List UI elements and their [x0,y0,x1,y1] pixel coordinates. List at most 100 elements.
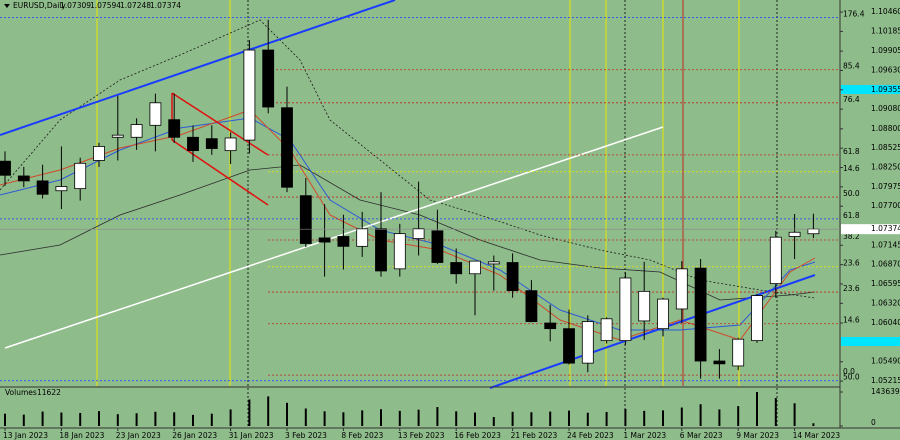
candle-body [581,321,594,364]
y-tick-label: 1.09355 [871,85,900,94]
volume-tick-label: 0 [871,418,876,427]
candle-body [0,160,11,176]
volume-tick-label: 143639 [871,387,900,396]
y-tick-label: 1.08525 [871,143,900,152]
ohlc-open: 1.07309 [60,1,91,10]
candle-body [74,162,87,190]
x-tick-label: 31 Jan 2023 [229,431,274,440]
x-tick-label: 8 Feb 2023 [341,431,383,440]
y-tick-label: 1.05490 [871,357,900,366]
candle-body [55,186,68,192]
fib-label: 50.0 [843,189,860,198]
y-tick-label: 1.07145 [871,240,900,249]
ohlc-close: 1.07374 [150,1,181,10]
candle-body [393,233,406,270]
candle-body [412,228,425,239]
ohlc-low: 1.07248 [120,1,151,10]
symbol-title: EURUSD,Daily [13,1,66,10]
session-lines [96,0,740,386]
ma-line [0,117,816,331]
candle-body [431,230,444,263]
band-line [0,19,816,299]
y-tick-label: 1.09905 [871,46,900,55]
current-price-box [841,224,900,235]
ma-line [0,109,816,341]
volume-title: Volumes [5,388,37,397]
candle-body [563,328,575,364]
candle-body [751,295,763,342]
candle-body [93,146,105,161]
y-tick-label: 1.07700 [871,201,900,210]
x-tick-label: 18 Jan 2023 [59,431,104,440]
candle-body [187,136,199,152]
candle-body [675,268,688,310]
candle-body [17,175,30,182]
candle-body [130,124,143,138]
candle-body [36,180,49,195]
candle-body [299,195,312,244]
candle-body [619,277,632,342]
trend-line [0,0,396,136]
fib-label: 61.8 [843,147,860,156]
volume-current: 11622 [37,388,61,397]
cyan-marker [841,85,900,94]
fib-label: 14.6 [843,164,860,173]
x-tick-label: 14 Mar 2023 [793,431,841,440]
y-tick-label: 1.06595 [871,279,900,288]
candle-body [111,134,124,138]
trend-line [4,126,664,349]
y-tick-label: 1.06870 [871,260,900,269]
candle-body [694,267,707,362]
candle-body [657,298,669,330]
candle-body [356,228,369,247]
fib-label: 50.0 [843,373,860,382]
candle-body [600,318,613,342]
x-tick-label: 13 Feb 2023 [398,431,445,440]
y-tick-label: 1.10460 [871,7,900,16]
candle-body [769,236,782,285]
fib-label: 61.8 [843,211,860,220]
y-tick-label: 1.07975 [871,182,900,191]
candle-body [149,102,162,126]
dotted-vlines [247,0,778,426]
symbol-icon [4,4,10,8]
fib-label: 23.6 [843,284,860,293]
ohlc-high: 1.07594 [90,1,121,10]
y-tick-label: 1.09080 [871,104,900,113]
y-tick-label: 1.08250 [871,163,900,172]
candle-body [788,231,801,237]
fib-label: 85.4 [843,62,860,71]
x-tick-label: 16 Feb 2023 [454,431,501,440]
x-tick-label: 3 Feb 2023 [285,431,327,440]
y-tick-label: 1.06320 [871,298,900,307]
y-tick-label: 1.10185 [871,26,900,35]
cyan-marker [841,337,900,346]
fib-label: 0.0 [843,367,855,376]
y-tick-label: 1.05215 [871,376,900,385]
candle-body [450,262,463,275]
candle-body [262,49,275,108]
fib-label: 23.6 [843,259,860,268]
candle-body [544,322,557,330]
candle-body [807,228,820,235]
fib-label: 76.4 [843,95,860,104]
x-tick-label: 13 Jan 2023 [3,431,48,440]
candle-body [337,236,350,247]
y-tick-label: 1.09630 [871,65,900,74]
current-price-label: 1.07374 [871,224,900,233]
x-tick-label: 1 Mar 2023 [623,431,666,440]
candle-body [506,262,519,292]
candle-body [205,138,218,149]
candle-body [732,338,745,367]
x-tick-label: 24 Feb 2023 [567,431,614,440]
candle-body [168,119,181,138]
fib-label: 38.2 [843,232,860,241]
x-tick-label: 26 Jan 2023 [172,431,217,440]
x-tick-label: 6 Mar 2023 [680,431,723,440]
y-tick-label: 1.08800 [871,124,900,133]
channel-line [171,92,269,156]
candle-body [525,290,538,323]
candle-body [638,290,651,322]
